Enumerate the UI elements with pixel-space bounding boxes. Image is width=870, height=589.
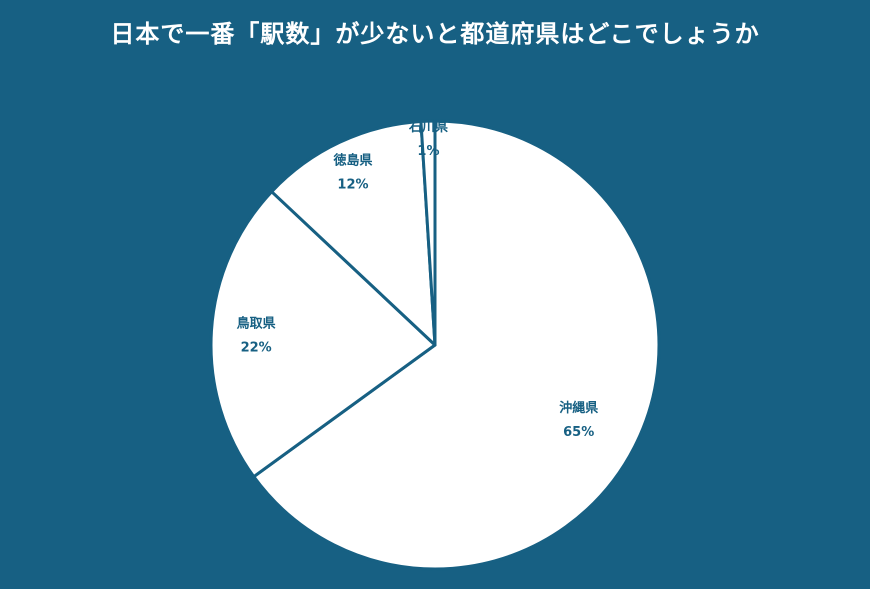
slice-label-name: 鳥取県 [237, 316, 276, 332]
chart-title: 日本で一番「駅数」が少ないと都道府県はどこでしょうか [110, 20, 760, 48]
slice-label-name: 沖縄県 [559, 400, 598, 416]
slice-label-name: 石川県 [408, 120, 448, 135]
slice-label-name: 徳島県 [332, 153, 372, 169]
pie-slice-4 [419, 119, 437, 347]
slice-label-value: 22% [241, 341, 272, 356]
slice-label-value: 65% [563, 425, 594, 440]
pie-slice-2 [209, 190, 437, 479]
pie-labels: 沖縄県 65% 鳥取県 22% 徳島県 12% 石川県 1% [237, 120, 599, 440]
slice-label-value: 12% [337, 178, 368, 193]
slice-label-value: 1% [417, 144, 439, 159]
pie-slices [209, 119, 661, 571]
pie-slice-3 [270, 119, 437, 347]
pie-slice-1 [252, 119, 661, 571]
